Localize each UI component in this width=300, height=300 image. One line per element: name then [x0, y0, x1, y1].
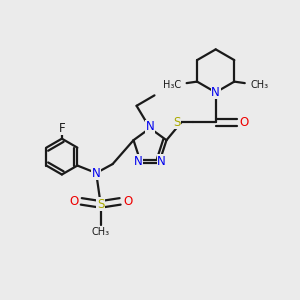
Text: H₃C: H₃C: [163, 80, 181, 90]
Text: CH₃: CH₃: [251, 80, 269, 90]
Text: O: O: [69, 195, 78, 208]
Text: O: O: [239, 116, 249, 129]
Text: N: N: [92, 167, 100, 179]
Text: F: F: [58, 122, 65, 135]
Text: N: N: [157, 154, 166, 167]
Text: S: S: [97, 198, 104, 211]
Text: CH₃: CH₃: [92, 227, 110, 237]
Text: O: O: [123, 195, 132, 208]
Text: N: N: [146, 120, 154, 133]
Text: N: N: [134, 154, 143, 167]
Text: S: S: [173, 116, 181, 129]
Text: N: N: [211, 86, 220, 99]
